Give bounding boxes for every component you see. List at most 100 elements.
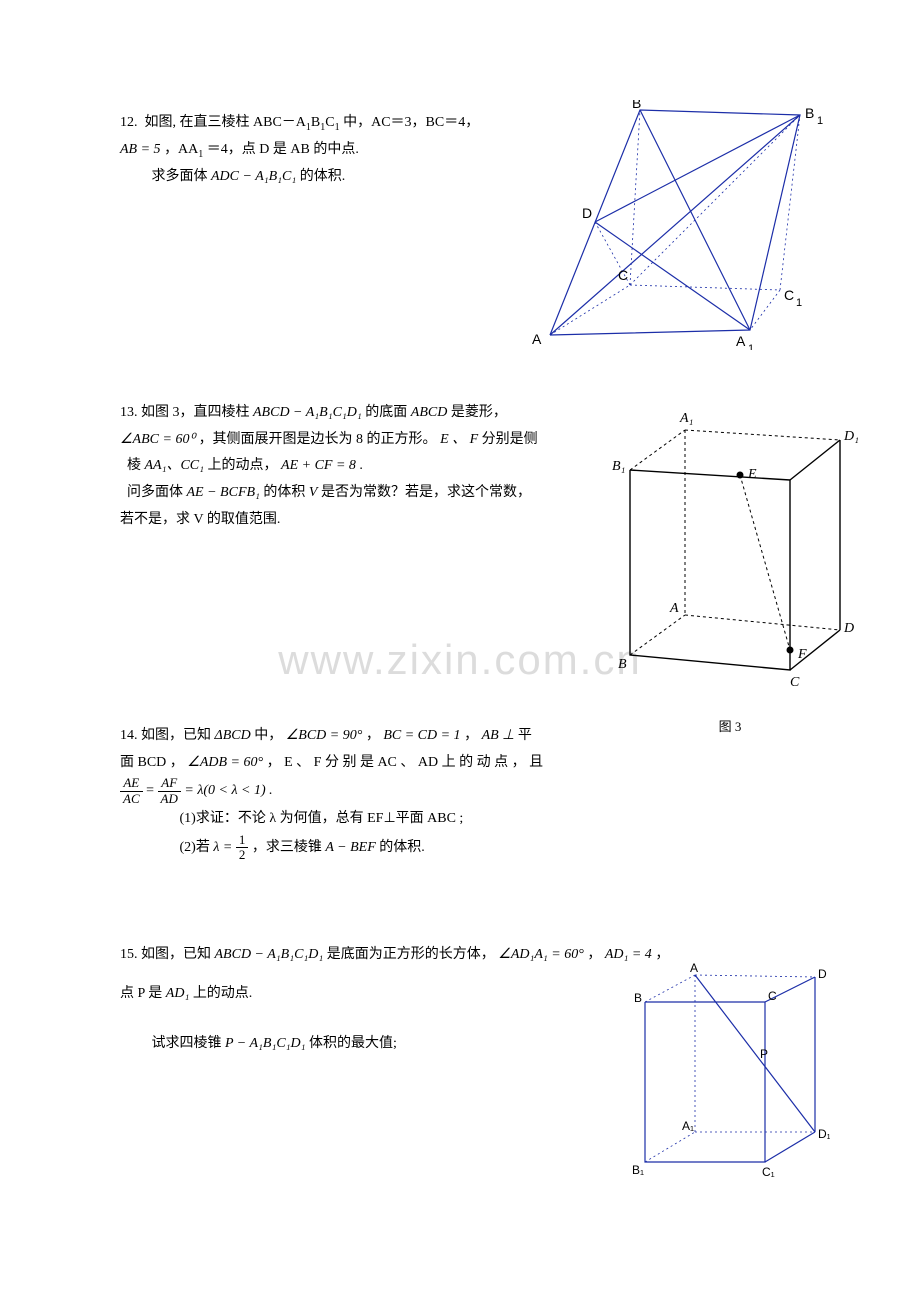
p13-l3d: AE + CF = 8 [281, 458, 356, 473]
svg-text:1: 1 [748, 343, 754, 350]
p15-l1c: 是底面为正方形的长方体， [327, 947, 495, 962]
p12-l3expr: ADC − A₁B₁C₁ [211, 169, 296, 184]
p13-l4b: AE − BCFB₁ [187, 485, 260, 500]
p15-l3a: 试求四棱锥 [152, 1036, 226, 1051]
p14-l1i: 平 [518, 728, 532, 743]
p14-l2c: ， E 、 F 分 别 是 AC 、 AD 上 的 动 点 ， 且 [267, 755, 544, 770]
p13-l1a: 如图 3，直四棱柱 [141, 405, 253, 420]
problem-13: 13. 如图 3，直四棱柱 ABCD − A₁B₁C₁D₁ 的底面 ABCD 是… [120, 400, 800, 533]
p14-l2b: ∠ADB = 60° [187, 755, 263, 770]
svg-text:B: B [634, 991, 642, 1005]
p15-l1a: 如图，已知 [141, 947, 215, 962]
p13-l3e: . [359, 458, 363, 473]
p14-q2a: (2)若 [180, 840, 214, 855]
p14-l1e: ， [366, 728, 380, 743]
p13-l4e: 是否为常数？若是，求这个常数， [321, 485, 531, 500]
p12-l3end: 的体积. [300, 169, 346, 184]
p12-l3: 求多面体 [152, 169, 212, 184]
p13-l1b: 的底面 [365, 405, 411, 420]
p13-l2c: E 、 F [440, 432, 478, 447]
p12-l2c: ＝4，点 D 是 AB 的中点. [207, 142, 359, 157]
p13-l4a: 问多面体 [127, 485, 187, 500]
p15-l1b: ABCD − A₁B₁C₁D₁ [215, 947, 324, 962]
p12-sub1: 1 [306, 122, 311, 133]
p15-l1f: AD₁ = 4 [605, 947, 652, 962]
p14-l1g: ， [464, 728, 478, 743]
p14-frac2-den: AD [158, 792, 181, 806]
svg-text:B₁: B₁ [632, 1163, 644, 1177]
p12-num: 12. [120, 115, 138, 130]
p14-num: 14. [120, 728, 138, 743]
p15-l3b: P − A₁B₁C₁D₁ [225, 1036, 306, 1051]
p14-frac1: AEAC [120, 776, 143, 806]
svg-text:B: B [632, 100, 641, 111]
figure-13: A₁ B₁ D₁ A B C D E F 图 3 [600, 400, 860, 739]
p12-sub4: 1 [198, 149, 203, 160]
problem-15: 15. 如图，已知 ABCD − A₁B₁C₁D₁ 是底面为正方形的长方体， ∠… [120, 942, 800, 1058]
svg-text:A: A [532, 331, 542, 347]
svg-text:A: A [669, 601, 679, 616]
svg-text:D: D [818, 967, 827, 981]
svg-text:A₁: A₁ [682, 1119, 694, 1133]
svg-text:C: C [790, 675, 800, 690]
svg-text:E: E [747, 467, 757, 482]
p13-l4c: 的体积 [263, 485, 305, 500]
p13-l5: 若不是，求 V 的取值范围. [120, 512, 280, 527]
p15-l1g: ， [655, 947, 669, 962]
svg-text:1: 1 [796, 297, 802, 309]
problem-14-text: 14. 如图，已知 ΔBCD 中， ∠BCD = 90° ， BC = CD =… [120, 723, 780, 862]
problem-12: 12. 如图, 在直三棱柱 ABC－A1B1C1 中，AC＝3，BC＝4， AB… [120, 110, 800, 190]
p15-l3c: 体积的最大值; [309, 1036, 397, 1051]
p13-l1d: 是菱形， [451, 405, 507, 420]
p14-q2d: 的体积. [379, 840, 425, 855]
svg-text:D₁: D₁ [818, 1127, 830, 1141]
svg-text:B: B [618, 657, 627, 672]
p12-l2b: ，AA [164, 142, 198, 157]
p13-l4d: V [309, 485, 318, 500]
svg-text:1: 1 [817, 115, 823, 127]
p12-l2a: AB = 5 [120, 142, 161, 157]
p14-frac2-num: AF [158, 776, 181, 791]
p13-num: 13. [120, 405, 138, 420]
figure-12: A B D C B1 A1 C1 [520, 100, 830, 361]
p14-frac1-num: AE [120, 776, 143, 791]
p14-l1a: 如图，已知 [141, 728, 215, 743]
problem-13-text: 13. 如图 3，直四棱柱 ABCD − A₁B₁C₁D₁ 的底面 ABCD 是… [120, 400, 640, 533]
problem-12-text: 12. 如图, 在直三棱柱 ABC－A1B1C1 中，AC＝3，BC＝4， AB… [120, 110, 520, 190]
svg-text:C: C [618, 267, 628, 283]
svg-text:D₁: D₁ [843, 429, 859, 444]
svg-text:B₁: B₁ [612, 459, 625, 474]
p13-l2d: 分别是侧 [482, 432, 538, 447]
p15-num: 15. [120, 947, 138, 962]
problem-14: 14. 如图，已知 ΔBCD 中， ∠BCD = 90° ， BC = CD =… [120, 723, 800, 862]
svg-text:B: B [805, 105, 814, 121]
svg-text:C: C [768, 989, 777, 1003]
svg-text:D: D [582, 205, 592, 221]
p14-l1h: AB ⊥ [482, 728, 515, 743]
p14-eq: = [146, 783, 157, 798]
p14-q2lam: λ = [213, 840, 236, 855]
p14-l3b: = λ(0 < λ < 1) . [184, 783, 272, 798]
svg-text:F: F [797, 647, 807, 662]
p14-l1d: ∠BCD = 90° [286, 728, 363, 743]
p13-l3a: 棱 [127, 458, 145, 473]
p12-sub3: 1 [335, 122, 340, 133]
svg-text:C: C [784, 287, 794, 303]
p12-l1a: 如图, 在直三棱柱 ABC－A [145, 115, 306, 130]
p12-l1b: 中，AC＝3，BC＝4， [343, 115, 479, 130]
svg-text:A₁: A₁ [679, 411, 693, 426]
p13-l1c: ABCD [411, 405, 448, 420]
p14-l2a: 面 BCD ， [120, 755, 187, 770]
svg-text:P: P [760, 1047, 768, 1061]
p15-l1d: ∠AD₁A₁ = 60° [498, 947, 584, 962]
p15-l2a: 点 P 是 [120, 986, 166, 1001]
p14-l1b: ΔBCD [215, 728, 251, 743]
p13-l1expr: ABCD − A₁B₁C₁D₁ [253, 405, 362, 420]
p15-l2b: AD₁ [166, 986, 190, 1001]
p14-frac1-den: AC [120, 792, 143, 806]
p14-q1: (1)求证：不论 λ 为何值，总有 EF⊥平面 ABC ; [180, 811, 464, 826]
p14-frac2: AFAD [158, 776, 181, 806]
p14-q2den: 2 [236, 848, 249, 862]
p14-q2b: ，求三棱锥 [252, 840, 326, 855]
p14-l1c: 中， [254, 728, 282, 743]
